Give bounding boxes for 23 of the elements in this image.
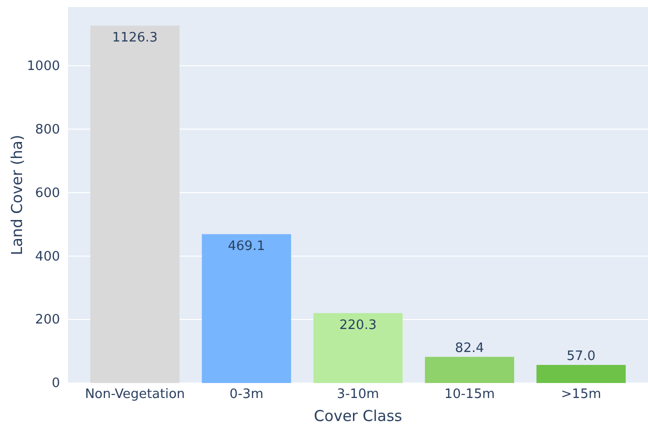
bar [202,234,292,383]
data-label: 220.3 [339,318,377,334]
bar [90,26,180,383]
y-tick-label: 600 [35,186,60,201]
y-axis-title: Land Cover (ha) [8,134,26,256]
x-tick-label: Non-Vegetation [84,387,185,402]
data-label: 1126.3 [112,30,158,46]
y-tick-label: 1000 [26,58,60,74]
y-tick-label: 400 [35,249,60,264]
x-tick-label: 0-3m [230,387,264,402]
y-tick-label: 800 [35,122,60,138]
bar [424,356,514,383]
data-label: 469.1 [228,239,266,254]
x-tick-label: 10-15m [444,387,495,402]
data-label: 82.4 [455,340,484,356]
bar [313,313,403,383]
x-tick-label: 3-10m [336,387,380,402]
x-tick-label: >15m [561,387,602,402]
y-tick-label: 200 [35,312,60,328]
y-tick-label: 0 [52,376,60,392]
data-label: 57.0 [566,348,596,364]
x-axis-title: Cover Class [314,407,402,425]
bar [536,364,626,383]
